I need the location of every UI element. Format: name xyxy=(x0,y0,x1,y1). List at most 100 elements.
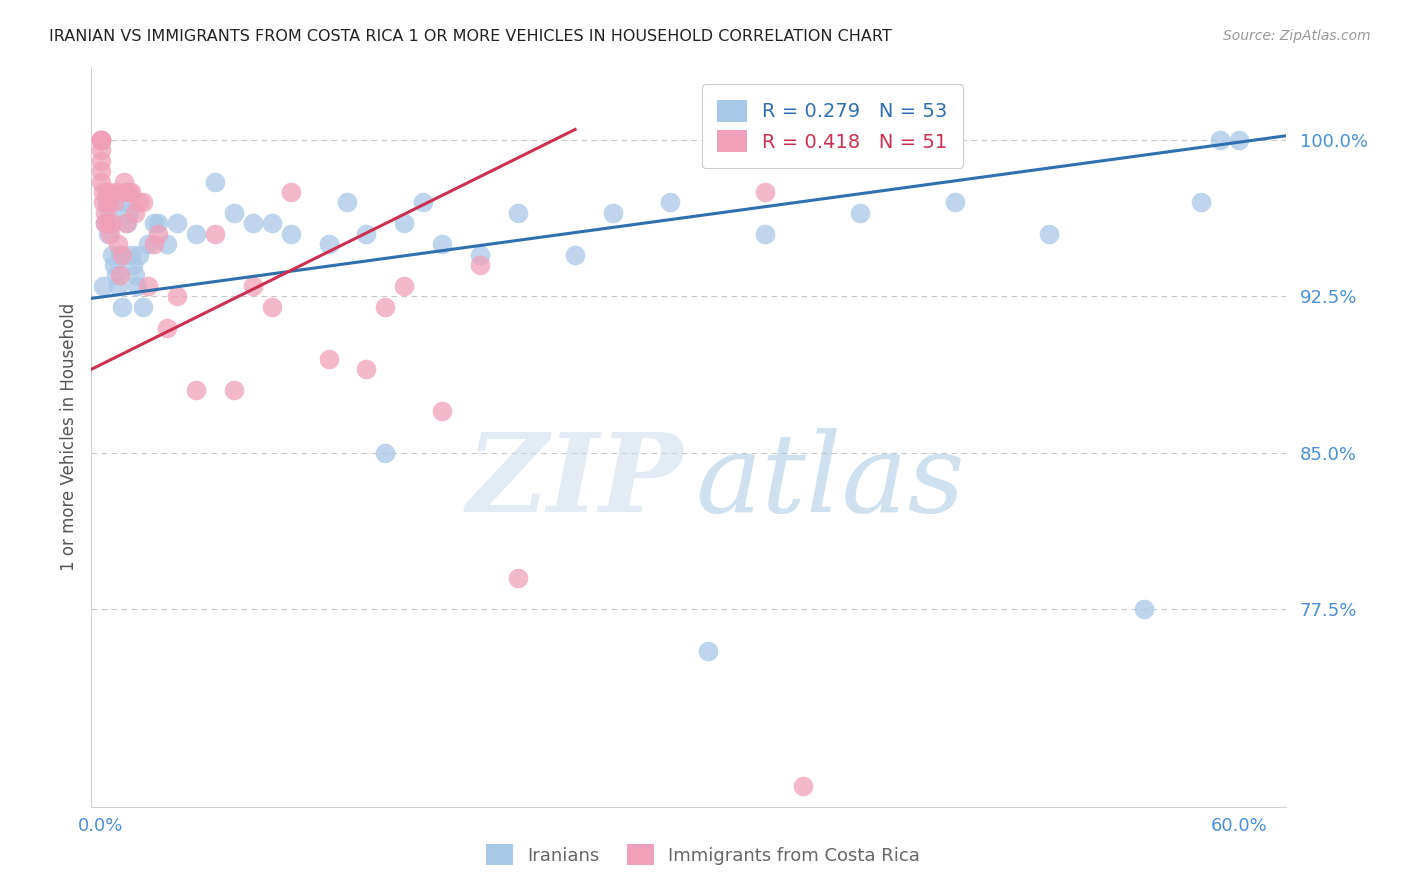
Point xyxy=(356,227,378,241)
Point xyxy=(90,133,112,147)
Point xyxy=(117,185,139,199)
Point xyxy=(166,216,188,230)
Y-axis label: 1 or more Vehicles in Household: 1 or more Vehicles in Household xyxy=(59,303,77,571)
Point xyxy=(97,185,120,199)
Point xyxy=(470,258,492,272)
Point xyxy=(107,237,129,252)
Point xyxy=(97,227,120,241)
Point xyxy=(93,206,115,220)
Point xyxy=(222,383,245,397)
Point xyxy=(412,195,434,210)
Point xyxy=(260,216,283,230)
Point xyxy=(108,247,131,261)
Point xyxy=(943,195,966,210)
Point xyxy=(754,227,776,241)
Point xyxy=(242,216,264,230)
Point xyxy=(336,195,359,210)
Point xyxy=(432,404,454,418)
Point xyxy=(280,185,302,199)
Point xyxy=(432,237,454,252)
Point xyxy=(222,206,245,220)
Point xyxy=(91,278,114,293)
Point xyxy=(156,320,179,334)
Point xyxy=(318,237,340,252)
Point xyxy=(103,195,125,210)
Point xyxy=(96,185,118,199)
Point xyxy=(136,278,159,293)
Point xyxy=(848,206,870,220)
Point xyxy=(93,216,115,230)
Point xyxy=(374,300,396,314)
Point xyxy=(242,278,264,293)
Point xyxy=(166,289,188,303)
Point xyxy=(120,185,142,199)
Point xyxy=(1209,133,1232,147)
Point xyxy=(98,227,121,241)
Point xyxy=(90,164,112,178)
Point xyxy=(754,185,776,199)
Point xyxy=(107,278,129,293)
Point xyxy=(90,144,112,158)
Point xyxy=(184,227,207,241)
Point xyxy=(101,216,124,230)
Point xyxy=(792,780,814,794)
Point xyxy=(122,258,145,272)
Point xyxy=(90,133,112,147)
Text: IRANIAN VS IMMIGRANTS FROM COSTA RICA 1 OR MORE VEHICLES IN HOUSEHOLD CORRELATIO: IRANIAN VS IMMIGRANTS FROM COSTA RICA 1 … xyxy=(49,29,891,44)
Point xyxy=(124,206,146,220)
Point xyxy=(114,185,136,199)
Point xyxy=(374,446,396,460)
Point xyxy=(659,195,682,210)
Point xyxy=(1038,227,1060,241)
Point xyxy=(98,206,121,220)
Point xyxy=(508,206,530,220)
Point xyxy=(105,268,128,283)
Point xyxy=(356,362,378,376)
Point xyxy=(90,133,112,147)
Point xyxy=(97,195,120,210)
Point xyxy=(103,258,125,272)
Point xyxy=(156,237,179,252)
Text: atlas: atlas xyxy=(695,428,965,535)
Legend: R = 0.279   N = 53, R = 0.418   N = 51: R = 0.279 N = 53, R = 0.418 N = 51 xyxy=(702,84,963,168)
Point xyxy=(696,644,718,658)
Point xyxy=(120,247,142,261)
Point xyxy=(118,185,141,199)
Point xyxy=(564,247,586,261)
Point xyxy=(143,237,166,252)
Point xyxy=(111,300,134,314)
Point xyxy=(112,195,135,210)
Point xyxy=(318,351,340,366)
Point xyxy=(143,216,166,230)
Point xyxy=(184,383,207,397)
Point xyxy=(93,216,115,230)
Point xyxy=(90,175,112,189)
Point xyxy=(280,227,302,241)
Point xyxy=(101,247,124,261)
Point xyxy=(128,247,150,261)
Point xyxy=(91,185,114,199)
Point xyxy=(117,216,139,230)
Point xyxy=(114,216,136,230)
Point xyxy=(90,133,112,147)
Point xyxy=(105,185,128,199)
Point xyxy=(508,571,530,585)
Legend: Iranians, Immigrants from Costa Rica: Iranians, Immigrants from Costa Rica xyxy=(478,837,928,872)
Text: Source: ZipAtlas.com: Source: ZipAtlas.com xyxy=(1223,29,1371,43)
Point xyxy=(96,216,118,230)
Point xyxy=(128,195,150,210)
Point xyxy=(1227,133,1250,147)
Point xyxy=(1189,195,1212,210)
Point xyxy=(96,195,118,210)
Point xyxy=(136,237,159,252)
Point xyxy=(125,278,148,293)
Point xyxy=(146,216,169,230)
Point xyxy=(204,175,226,189)
Point xyxy=(91,195,114,210)
Text: ZIP: ZIP xyxy=(467,428,683,535)
Point xyxy=(1133,602,1156,616)
Point xyxy=(394,278,416,293)
Point xyxy=(470,247,492,261)
Point xyxy=(602,206,624,220)
Point xyxy=(260,300,283,314)
